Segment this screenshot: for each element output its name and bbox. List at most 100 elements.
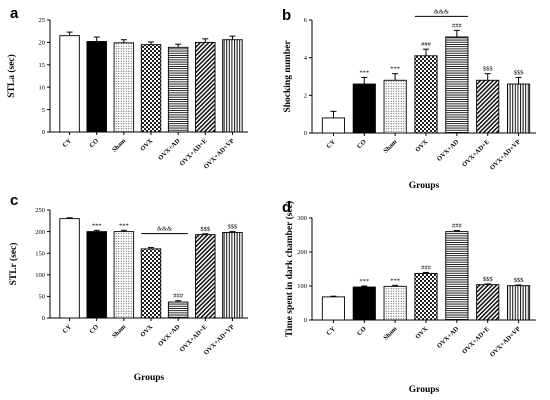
y-tick-label: 20 bbox=[39, 40, 46, 47]
panel-label: a bbox=[10, 5, 19, 22]
panel-label: b bbox=[282, 7, 291, 24]
category-label: Sham bbox=[111, 137, 128, 154]
bar-co bbox=[86, 41, 107, 133]
y-tick-label: 300 bbox=[297, 215, 307, 222]
bar-ovx-ad-e bbox=[195, 41, 216, 133]
panel-b: b 0 2 4 6 Shocking number CY *** CO *** Sham ### OVX… bbox=[282, 7, 536, 191]
category-label: CY bbox=[325, 138, 337, 150]
bar-ovx bbox=[414, 272, 438, 321]
bar-ovx-ad-e bbox=[476, 79, 500, 134]
bar-sham bbox=[383, 285, 407, 321]
category-label: CY bbox=[61, 323, 73, 335]
panel-label: c bbox=[10, 192, 18, 209]
bar-ovx-ad-vp bbox=[222, 39, 243, 133]
y-axis-label: STLa (sec) bbox=[6, 54, 17, 98]
y-tick-label: 100 bbox=[297, 283, 307, 290]
significance-label: *** bbox=[390, 277, 400, 284]
bar-ovx bbox=[140, 44, 162, 133]
y-tick-label: 200 bbox=[35, 229, 45, 236]
y-tick-label: 5 bbox=[42, 107, 45, 114]
category-label: CY bbox=[325, 325, 337, 337]
panel-label: d bbox=[282, 199, 291, 216]
y-tick-label: 4 bbox=[304, 55, 308, 62]
significance-label: ### bbox=[421, 41, 432, 48]
bar-co bbox=[352, 83, 376, 134]
significance-label: ### bbox=[452, 223, 463, 230]
bar-sham bbox=[383, 79, 407, 134]
category-label: OVX+AD+E bbox=[461, 138, 491, 168]
significance-label: $$$ bbox=[514, 69, 525, 76]
category-label: CO bbox=[88, 323, 100, 335]
bar-ovx-ad bbox=[445, 36, 469, 134]
y-tick-label: 0 bbox=[42, 129, 45, 136]
bar-ovx-ad bbox=[445, 231, 469, 321]
y-tick-label: 2 bbox=[304, 93, 307, 100]
bar-cy bbox=[59, 35, 80, 133]
y-tick-label: 0 bbox=[304, 317, 307, 324]
y-axis-label: Time spent in dark chamber (sec) bbox=[284, 201, 295, 337]
panel-c: c 0 50 100 150 200 250 STLr (sec) CY *** CO *** Sham… bbox=[8, 192, 248, 383]
significance-label: $$$ bbox=[228, 224, 239, 231]
bar-sham bbox=[113, 231, 135, 319]
bar-ovx-ad-vp bbox=[222, 232, 243, 319]
category-label: OVX+AD bbox=[436, 138, 461, 163]
bar-ovx-ad-e bbox=[476, 284, 500, 321]
significance-label: $$$ bbox=[483, 66, 494, 73]
y-tick-label: 250 bbox=[35, 207, 45, 214]
bar-ovx-ad-e bbox=[195, 234, 216, 319]
category-label: CO bbox=[356, 138, 368, 150]
category-label: Sham bbox=[111, 323, 128, 340]
bar-ovx-ad-vp bbox=[507, 83, 531, 134]
bar-co bbox=[86, 231, 107, 319]
category-label: OVX bbox=[139, 137, 154, 152]
category-label: Sham bbox=[382, 325, 399, 342]
y-axis-label: Shocking number bbox=[283, 40, 293, 113]
bar-cy bbox=[59, 218, 80, 319]
y-tick-label: 50 bbox=[39, 294, 46, 301]
significance-label: $$$ bbox=[200, 226, 211, 233]
category-label: OVX bbox=[139, 323, 154, 338]
bar-ovx-ad bbox=[167, 46, 189, 133]
significance-label: *** bbox=[359, 278, 369, 285]
y-tick-label: 150 bbox=[35, 250, 45, 257]
bar-cy bbox=[321, 296, 345, 321]
category-label: OVX+AD+VP bbox=[489, 138, 522, 171]
y-tick-label: 15 bbox=[39, 62, 46, 69]
bar-ovx-ad bbox=[167, 301, 189, 319]
y-tick-label: 200 bbox=[297, 249, 307, 256]
bar-sham bbox=[113, 42, 135, 133]
x-axis-label: Groups bbox=[134, 373, 165, 383]
category-label: CO bbox=[356, 325, 368, 337]
category-label: OVX bbox=[414, 325, 429, 340]
category-label: OVX+AD+VP bbox=[489, 325, 522, 358]
bar-ovx bbox=[414, 55, 438, 134]
significance-label: $$$ bbox=[483, 276, 494, 283]
y-tick-label: 25 bbox=[39, 17, 46, 24]
x-axis-label: Groups bbox=[409, 181, 440, 191]
category-label: OVX+AD bbox=[436, 325, 461, 350]
y-tick-label: 0 bbox=[304, 130, 307, 137]
bar-ovx-ad-vp bbox=[507, 285, 531, 321]
category-label: OVX+AD bbox=[157, 323, 182, 348]
category-label: OVX+AD+E bbox=[461, 325, 491, 355]
significance-label: ### bbox=[421, 264, 432, 271]
y-tick-label: 100 bbox=[35, 272, 45, 279]
bar-cy bbox=[321, 117, 345, 134]
bracket-label: &&& bbox=[157, 226, 172, 233]
significance-label: *** bbox=[119, 222, 129, 229]
bar-ovx bbox=[140, 248, 162, 319]
significance-label: *** bbox=[359, 69, 369, 76]
category-label: OVX bbox=[414, 138, 429, 153]
category-label: CO bbox=[88, 137, 100, 149]
y-tick-label: 0 bbox=[42, 315, 45, 322]
category-label: Sham bbox=[382, 138, 399, 155]
category-label: OVX+AD bbox=[157, 137, 182, 162]
y-tick-label: 10 bbox=[39, 84, 46, 91]
bracket-label: &&& bbox=[434, 8, 449, 15]
significance-label: $$$ bbox=[514, 277, 525, 284]
y-tick-label: 6 bbox=[304, 17, 308, 24]
significance-label: *** bbox=[390, 66, 400, 73]
